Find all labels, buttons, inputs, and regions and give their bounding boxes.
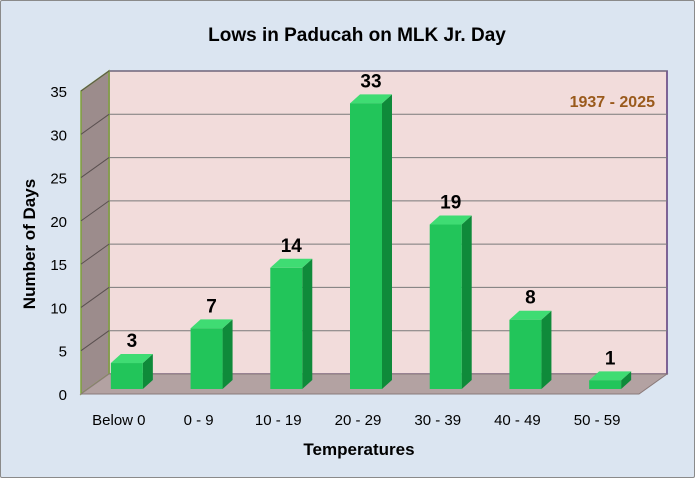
bar-side — [382, 94, 392, 390]
y-tick-label: 20 — [50, 214, 67, 231]
x-axis-title: Temperatures — [303, 440, 414, 459]
bar — [190, 319, 233, 389]
bar-side — [302, 258, 313, 389]
y-tick-label: 35 — [50, 84, 67, 101]
bar-front — [509, 319, 542, 389]
bar — [509, 310, 552, 389]
gridline-side — [80, 330, 110, 352]
bar-front — [110, 363, 143, 389]
bar-front — [589, 380, 622, 389]
bar-value-label: 19 — [440, 193, 461, 214]
bar-value-label: 33 — [360, 71, 381, 92]
bar-value-label: 1 — [605, 348, 616, 369]
bar-top — [509, 310, 552, 320]
bars — [110, 94, 632, 390]
gridline-side — [80, 200, 110, 222]
gridline-side — [80, 287, 110, 308]
bar-value-label: 3 — [127, 331, 138, 352]
x-tick-label: 20 - 29 — [335, 412, 382, 429]
x-tick-label: 30 - 39 — [414, 412, 461, 429]
chart-title: Lows in Paducah on MLK Jr. Day — [208, 25, 506, 46]
bar-top — [110, 354, 153, 364]
x-tick-label: 10 - 19 — [255, 412, 302, 429]
bar — [589, 371, 632, 389]
year-range-annotation: 1937 - 2025 — [570, 94, 656, 111]
y-tick-label: 25 — [50, 171, 67, 188]
y-tick-label: 5 — [59, 344, 67, 361]
y-tick-labels: 0 5 10 15 20 25 30 35 — [50, 84, 67, 404]
side-wall — [80, 69, 110, 396]
bar-value-label: 14 — [281, 236, 303, 257]
bar-side — [461, 215, 472, 389]
bar-front — [429, 224, 462, 389]
bar-side — [621, 371, 632, 389]
y-tick-label: 15 — [50, 257, 67, 274]
y-tick-label: 30 — [50, 127, 67, 144]
gridline-side — [80, 157, 110, 178]
x-tick-label: 40 - 49 — [494, 412, 541, 429]
gridline-side — [80, 70, 110, 92]
y-axis-title: Number of Days — [20, 179, 39, 309]
bar-top — [350, 94, 392, 104]
x-tick-labels: Below 0 0 - 9 10 - 19 20 - 29 30 - 39 40 - 49… — [92, 412, 620, 429]
bar-side — [142, 354, 153, 389]
bar — [350, 94, 392, 390]
bar-top — [190, 319, 233, 329]
bar-side — [541, 310, 552, 389]
bar-front — [190, 328, 223, 389]
x-tick-label: 0 - 9 — [184, 412, 214, 429]
y-tick-label: 10 — [50, 300, 67, 317]
bar-top — [589, 371, 632, 381]
bar-value-label: 8 — [525, 288, 536, 309]
bar-top — [429, 215, 472, 225]
bar-front — [350, 103, 382, 390]
bar-side — [222, 319, 233, 389]
x-tick-label: 50 - 59 — [574, 412, 621, 429]
y-tick-label: 0 — [59, 387, 67, 404]
gridline-side — [80, 243, 110, 265]
value-labels: 3 7 14 33 19 8 1 — [127, 71, 616, 369]
gridline-side — [80, 113, 110, 135]
x-tick-label: Below 0 — [92, 412, 145, 429]
bar — [429, 215, 472, 389]
bar — [270, 258, 313, 389]
bar-front — [270, 267, 303, 389]
bar — [110, 354, 153, 389]
bar-value-label: 7 — [206, 296, 217, 317]
bar-top — [270, 258, 313, 268]
